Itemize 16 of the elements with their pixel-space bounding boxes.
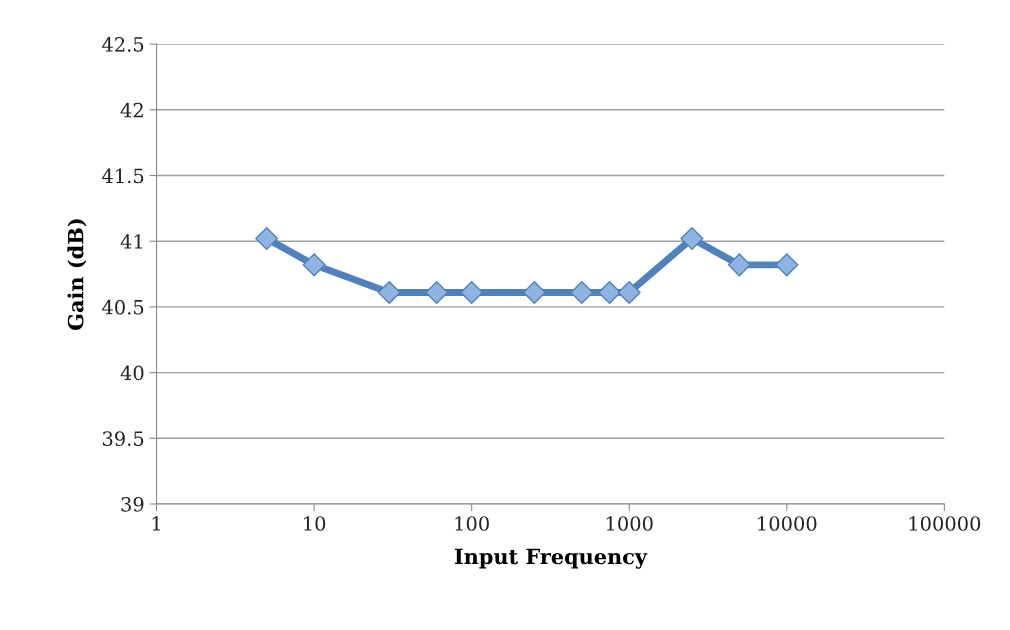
y-tick-label: 42 xyxy=(120,102,143,118)
x-tick-label: 1000 xyxy=(606,516,653,531)
y-tick-label: 40.5 xyxy=(102,299,144,315)
x-tick-label: 100000 xyxy=(909,516,981,531)
y-tick-label: 39 xyxy=(121,496,144,512)
y-tick-label: 41.5 xyxy=(102,168,144,184)
y-axis-title: Gain (dB) xyxy=(67,219,87,330)
x-tick-label: 1 xyxy=(152,516,160,531)
y-tick-label: 42.5 xyxy=(102,37,144,52)
y-tick-label: 40 xyxy=(120,365,144,381)
x-tick-label: 10000 xyxy=(758,516,817,531)
x-tick-label: 100 xyxy=(455,516,489,531)
y-tick-label: 41 xyxy=(120,234,142,249)
x-axis-title: Input Frequency xyxy=(454,548,648,569)
y-tick-label: 39.5 xyxy=(102,431,144,446)
x-tick-label: 10 xyxy=(304,516,326,531)
